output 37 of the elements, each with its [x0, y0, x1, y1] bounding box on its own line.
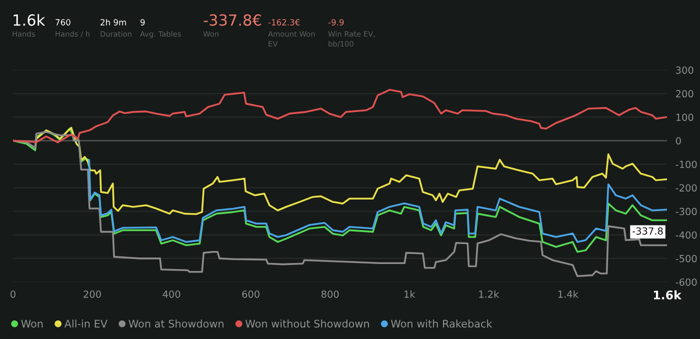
x-tick-label: 600	[242, 290, 260, 298]
annotation: -337.8	[632, 227, 663, 235]
x-tick-label: 1k	[404, 290, 416, 298]
x-tick-label: 1.4k	[558, 290, 578, 298]
text: 2h 9m	[100, 19, 126, 26]
legend-label: Won	[21, 320, 43, 328]
legend-label: All-in EV	[64, 320, 108, 328]
legend-label: Won with Rakeback	[390, 320, 492, 328]
y-tick-label: 200	[676, 90, 694, 98]
y-tick-label: -200	[676, 184, 697, 192]
text: 760	[56, 19, 70, 26]
line-series	[13, 131, 667, 278]
y-tick-label: -500	[676, 254, 697, 262]
line-series	[13, 128, 667, 253]
text: -9.9	[328, 19, 344, 26]
x-tick-label: 200	[84, 290, 101, 298]
text: 9	[140, 19, 145, 26]
text: -162.3€	[268, 19, 300, 26]
text: -337.8€	[204, 14, 261, 26]
legend-label: Won at Showdown	[128, 320, 224, 328]
y-tick-label: -600	[676, 278, 697, 286]
x-tick-label: 1.2k	[479, 290, 500, 298]
x-tick-label: 1.6k	[654, 290, 682, 300]
y-tick-label: 0	[676, 137, 681, 144]
legend-label: Won without Showdown	[245, 320, 369, 328]
line-series	[13, 88, 667, 144]
x-tick-label: 0	[10, 290, 16, 298]
x-tick-label: 400	[162, 290, 180, 298]
y-tick-label: -400	[676, 231, 697, 239]
y-tick-label: 100	[676, 114, 694, 121]
text: 1.6k	[14, 14, 46, 26]
y-tick-label: -100	[676, 160, 697, 168]
line-series	[34, 126, 667, 216]
line-series	[88, 159, 667, 243]
x-tick-label: 800	[321, 290, 339, 298]
y-tick-label: -300	[676, 208, 697, 216]
y-tick-label: 300	[676, 66, 694, 74]
